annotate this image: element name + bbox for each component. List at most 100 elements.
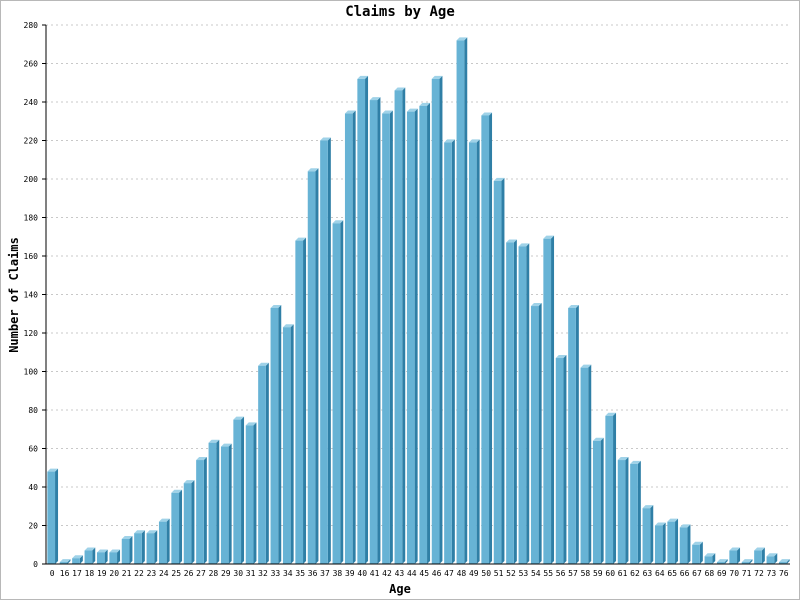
bar-side [637,460,641,564]
bar [456,37,468,564]
bar-side [253,422,257,564]
bar [183,480,195,564]
x-tick-label: 33 [271,569,281,578]
bar-front [555,358,564,564]
bar-top [307,168,319,172]
bar-top [642,505,654,509]
bar [344,110,356,565]
bar-side [538,303,542,564]
x-tick-label: 36 [308,569,318,578]
bar-front [96,552,105,564]
x-tick-label: 44 [407,569,417,578]
bar-side [650,505,654,564]
bar [493,177,505,565]
bar [96,549,108,564]
bar [481,112,493,564]
bar-front [580,367,589,564]
bar-front [716,562,725,564]
bar [580,364,592,564]
y-tick-label: 200 [24,175,39,184]
y-tick-label: 40 [28,483,38,492]
bar-front [654,525,663,564]
bar [530,303,542,564]
bar [121,535,133,564]
bar-top [766,553,778,557]
bar-side [501,177,505,565]
bar-front [605,415,614,564]
bar-front [754,550,762,564]
bar [729,547,741,564]
x-tick-label: 45 [419,569,429,578]
x-tick-label: 49 [469,569,479,578]
y-tick-label: 160 [24,252,39,261]
x-tick-label: 27 [196,569,206,578]
bar-front [134,533,142,564]
bar [146,530,158,564]
x-tick-label: 55 [543,569,553,578]
x-tick-label: 16 [60,569,70,578]
y-tick-label: 280 [24,21,39,30]
bar [196,457,207,564]
bar-front [109,552,118,564]
bar [704,553,716,564]
bar-front [183,483,192,564]
bar [295,237,307,564]
bar [679,524,691,564]
bar-top [47,468,59,472]
bar-top [419,102,431,106]
bar-front [270,307,279,564]
bar [605,412,617,564]
x-tick-label: 76 [779,569,789,578]
bar-front [196,460,204,564]
x-tick-label: 17 [72,569,82,578]
x-tick-label: 21 [122,569,132,578]
bar-top [493,177,505,181]
bar [741,559,753,564]
bar-top [320,137,331,141]
bar [431,75,443,565]
x-tick-label: 19 [97,569,107,578]
bar [592,437,604,564]
bar-front [233,419,242,564]
bar-side [141,530,145,564]
bar-top [270,304,282,308]
bar-side [774,553,778,564]
bar [468,139,480,565]
bar [654,522,666,564]
bar [208,439,220,564]
bar-front [704,556,713,564]
bar-side [203,457,207,564]
y-tick-label: 140 [24,291,39,300]
bar-top [456,37,468,41]
bar-top [295,237,307,241]
bar [233,416,245,564]
bar-front [320,140,328,564]
x-tick-label: 43 [395,569,405,578]
bar [394,87,406,564]
x-tick-label: 61 [618,569,628,578]
bar-front [506,242,514,564]
bars [47,37,790,565]
bar-side [476,139,480,565]
bar-side [613,412,617,564]
bar-front [220,446,229,564]
bar-side [179,489,183,564]
bar-front [617,460,626,564]
bar-side [513,239,517,564]
bar-top [369,97,381,101]
x-tick-label: 65 [667,569,677,578]
x-tick-label: 46 [432,569,442,578]
bar-top [617,457,629,461]
bar-side [117,549,121,564]
bar-top [84,547,96,551]
bar-top [72,555,83,559]
y-tick-label: 120 [24,329,39,338]
bar [369,97,381,564]
bar-side [575,304,579,564]
bar-side [228,443,232,564]
bar-side [737,547,741,564]
bar [47,468,59,564]
x-tick-label: 0 [50,569,55,578]
y-tick-label: 80 [28,406,38,415]
